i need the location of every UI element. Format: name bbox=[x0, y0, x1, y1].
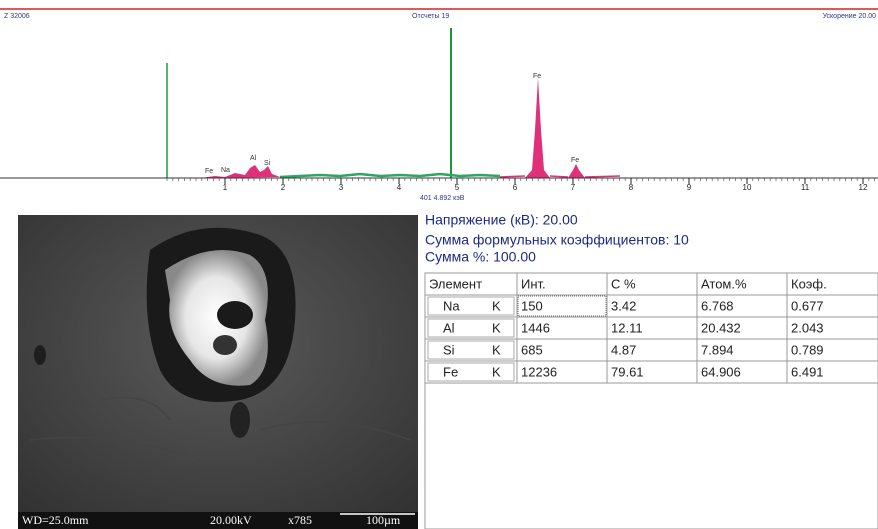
header-cell: Инт. bbox=[521, 276, 546, 291]
header-cell: Коэф. bbox=[791, 276, 827, 291]
element-line: K bbox=[492, 342, 501, 357]
element-line: K bbox=[492, 298, 501, 313]
info-line: Сумма формульных коэффициентов: 10 bbox=[425, 232, 689, 248]
header-cell: Атом.% bbox=[701, 276, 747, 291]
element-name: Fe bbox=[443, 364, 458, 379]
x-tick-label: 2 bbox=[281, 183, 286, 192]
table-cell: 150 bbox=[521, 298, 543, 313]
element-name: Si bbox=[443, 342, 455, 357]
caption-kv: 20.00kV bbox=[210, 513, 252, 527]
element-line: K bbox=[492, 320, 501, 335]
peak-label: Fe bbox=[571, 157, 579, 164]
background-noise bbox=[280, 174, 500, 177]
inclusion bbox=[34, 345, 46, 365]
x-tick-label: 3 bbox=[339, 183, 344, 192]
element-cell bbox=[428, 341, 514, 359]
header-cell: С % bbox=[611, 276, 636, 291]
table-cell: 2.043 bbox=[791, 320, 824, 335]
cursor-label: 401 4.892 кэВ bbox=[420, 195, 465, 202]
element-cell bbox=[428, 319, 514, 337]
peak-label: Fe bbox=[205, 168, 213, 175]
element-cell bbox=[428, 297, 514, 315]
table-cell: 64.906 bbox=[701, 364, 741, 379]
element-name: Na bbox=[443, 298, 460, 313]
x-tick-label: 1 bbox=[223, 183, 228, 192]
table-cell: 6.768 bbox=[701, 298, 734, 313]
spectrum-center-label: Отсчеты 19 bbox=[412, 13, 449, 20]
caption-scale: 100µm bbox=[366, 513, 401, 527]
peak-label: Na bbox=[221, 167, 230, 174]
x-tick-label: 6 bbox=[513, 183, 518, 192]
x-tick-label: 8 bbox=[629, 183, 634, 192]
x-tick-label: 10 bbox=[743, 183, 752, 192]
element-cell bbox=[428, 363, 514, 381]
peak-label: Fe bbox=[533, 73, 541, 80]
table-cell: 0.789 bbox=[791, 342, 824, 357]
element-line: K bbox=[492, 364, 501, 379]
info-line: Напряжение (кВ): 20.00 bbox=[425, 212, 578, 228]
caption-wd: WD=25.0mm bbox=[22, 513, 89, 527]
table-cell: 7.894 bbox=[701, 342, 734, 357]
table-cell: 12.11 bbox=[611, 320, 643, 335]
header-cell: Элемент bbox=[429, 276, 482, 291]
x-tick-label: 4 bbox=[397, 183, 402, 192]
table-cell: 0.677 bbox=[791, 298, 824, 313]
particle-hole bbox=[217, 301, 253, 329]
spectrum-right-label: Ускорение 20.00 bbox=[823, 13, 877, 20]
table-cell: 3.42 bbox=[611, 298, 636, 313]
x-tick-label: 11 bbox=[801, 183, 810, 192]
screen: Z 32006 Отсчеты 19 Ускорение 20.00 Fe Na… bbox=[0, 0, 878, 529]
x-tick-label: 7 bbox=[571, 183, 576, 192]
inclusion bbox=[230, 402, 250, 438]
spectrum-left-label: Z 32006 bbox=[4, 13, 30, 20]
page: {"spectrum": {"left_label": "Z 32006", "… bbox=[0, 0, 878, 529]
peak-label: Si bbox=[264, 160, 271, 167]
info-line: Сумма %: 100.00 bbox=[425, 249, 536, 265]
x-tick-label: 9 bbox=[687, 183, 692, 192]
peak-label: Al bbox=[250, 155, 257, 162]
element-name: Al bbox=[443, 320, 455, 335]
table-cell: 79.61 bbox=[611, 364, 644, 379]
table-cell: 6.491 bbox=[791, 364, 824, 379]
table-cell: 1446 bbox=[521, 320, 550, 335]
pink-noise bbox=[500, 176, 620, 177]
particle-hole bbox=[213, 335, 237, 355]
caption-mag: x785 bbox=[288, 513, 312, 527]
table-cell: 12236 bbox=[521, 364, 557, 379]
x-tick-label: 5 bbox=[455, 183, 460, 192]
x-tick-label: 12 bbox=[859, 183, 868, 192]
table-cell: 20.432 bbox=[701, 320, 741, 335]
table-cell: 4.87 bbox=[611, 342, 636, 357]
table-cell: 685 bbox=[521, 342, 543, 357]
